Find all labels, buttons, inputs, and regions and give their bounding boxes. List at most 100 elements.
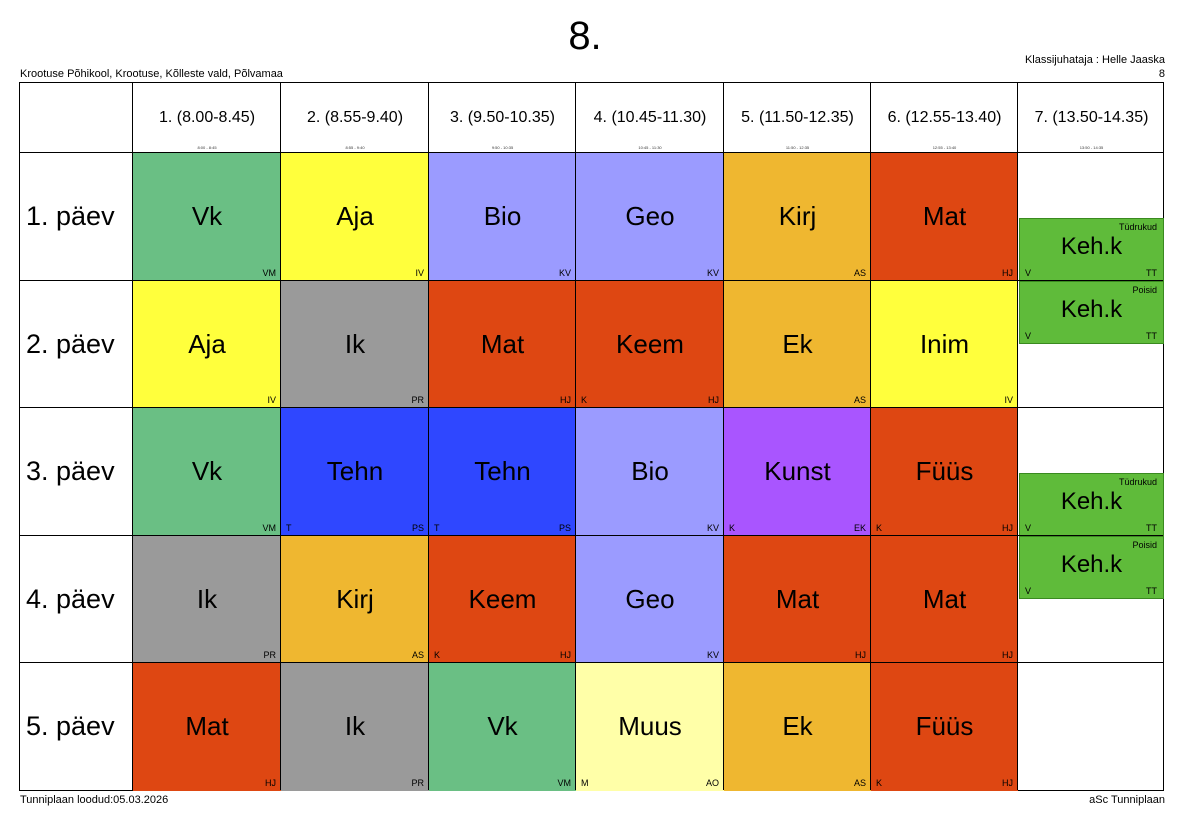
lesson-teacher: HJ: [1002, 650, 1013, 660]
lesson-subject: Geo: [625, 583, 675, 614]
lesson-subject: Vk: [191, 201, 223, 231]
lesson-group: Poisid: [1132, 284, 1157, 295]
lesson-cell[interactable]: Ik PR: [281, 280, 429, 408]
lesson-room: M: [581, 777, 589, 788]
lesson-teacher: PS: [558, 522, 571, 533]
lesson-cell[interactable]: Vk VM: [133, 408, 281, 536]
lesson-cell[interactable]: Ik PR: [281, 663, 429, 791]
lesson-subject: Mat: [775, 583, 820, 614]
lesson-room: V: [1025, 267, 1032, 278]
grid-line: [280, 83, 281, 790]
day-label: 2. päev: [26, 328, 115, 359]
lesson-teacher: VM: [262, 267, 277, 278]
grid-line: [723, 83, 724, 790]
lesson-cell[interactable]: Bio KV: [576, 408, 724, 536]
period-time-small: 13:50 - 14:35: [1079, 145, 1104, 150]
period-header: 7. (13.50-14.35) 13:50 - 14:35: [1018, 83, 1165, 153]
lesson-subject: Kirj: [778, 201, 817, 231]
lesson-subject: Keh.k: [1060, 550, 1123, 578]
lesson-room: K: [434, 650, 441, 660]
lesson-cell[interactable]: Ek AS: [724, 663, 871, 791]
lesson-cell[interactable]: Vk VM: [429, 663, 576, 791]
page-title: 8.: [568, 14, 602, 58]
lesson-cell[interactable]: Kirj AS: [281, 535, 429, 663]
lesson-cell[interactable]: Aja IV: [133, 280, 281, 408]
period-header: 4. (10.45-11.30) 10:45 - 11:30: [576, 83, 724, 153]
lesson-subject: Keem: [468, 583, 537, 614]
period-time-small: 11:50 - 12:35: [785, 145, 810, 150]
lesson-cell[interactable]: Mat HJ: [429, 280, 576, 408]
lesson-group: Tüdrukud: [1118, 221, 1157, 232]
lesson-cell[interactable]: Mat HJ: [724, 535, 871, 663]
lesson-cell[interactable]: Ik PR: [133, 535, 281, 663]
lesson-subject: Aja: [336, 201, 374, 231]
lesson-teacher: HJ: [560, 395, 571, 405]
period-label: 2. (8.55-9.40): [306, 109, 404, 126]
lesson-subject: Mat: [185, 711, 229, 741]
period-header: 1. (8.00-8.45) 8:00 - 8:45: [133, 83, 281, 153]
lesson-cell[interactable]: Muus AO M: [576, 663, 724, 791]
lesson-subject: Aja: [188, 328, 226, 359]
grid-line: [20, 534, 1163, 536]
period-time-small: 9:50 - 10:35: [491, 145, 514, 150]
class-number: 8: [1158, 68, 1165, 80]
lesson-cell[interactable]: Mat HJ: [871, 535, 1018, 663]
day-label-cell: 1. päev: [20, 153, 133, 281]
lesson-subject: Kirj: [336, 583, 374, 614]
lesson-cell[interactable]: Mat HJ: [133, 663, 281, 791]
lesson-teacher: HJ: [265, 777, 276, 788]
day-label-cell: 5. päev: [20, 663, 133, 791]
lesson-cell[interactable]: Ek AS: [724, 280, 871, 408]
lesson-subject: Ik: [344, 328, 366, 359]
lesson-cell[interactable]: Tehn PS T: [281, 408, 429, 536]
lesson-cell[interactable]: Vk VM: [133, 153, 281, 281]
pe-group-lesson[interactable]: Poisid Keh.k TT V: [1019, 535, 1164, 599]
lesson-room: K: [876, 522, 883, 533]
lesson-room: K: [729, 522, 736, 533]
lesson-teacher: AS: [411, 650, 424, 660]
lesson-room: V: [1025, 585, 1032, 596]
lesson-group: Tüdrukud: [1118, 476, 1157, 487]
period-label: 6. (12.55-13.40): [887, 109, 1002, 126]
lesson-cell[interactable]: Kunst EK K: [724, 408, 871, 536]
lesson-teacher: TT: [1146, 585, 1157, 596]
lesson-cell[interactable]: Aja IV: [281, 153, 429, 281]
lesson-teacher: HJ: [560, 650, 571, 660]
pe-group-lesson[interactable]: Tüdrukud Keh.k TT V: [1019, 217, 1164, 281]
lesson-subject: Vk: [191, 456, 223, 486]
lesson-subject: Füüs: [915, 456, 974, 486]
lesson-subject: Keh.k: [1060, 232, 1123, 260]
lesson-cell[interactable]: Füüs HJ K: [871, 663, 1018, 791]
lesson-subject: Keh.k: [1060, 487, 1123, 515]
lesson-cell[interactable]: Füüs HJ K: [871, 408, 1018, 536]
lesson-teacher: TT: [1146, 522, 1157, 533]
pe-group-lesson[interactable]: Poisid Keh.k TT V: [1019, 280, 1164, 344]
lesson-cell[interactable]: Keem HJ K: [429, 535, 576, 663]
day-label: 3. päev: [26, 456, 115, 486]
lesson-cell[interactable]: Geo KV: [576, 153, 724, 281]
lesson-cell[interactable]: Geo KV: [576, 535, 724, 663]
period-label: 3. (9.50-10.35): [450, 109, 555, 126]
lesson-cell[interactable]: Kirj AS: [724, 153, 871, 281]
day-label: 4. päev: [26, 583, 115, 614]
lesson-subject: Ek: [782, 711, 813, 741]
lesson-teacher: HJ: [1002, 777, 1013, 788]
period-label: 7. (13.50-14.35): [1034, 109, 1149, 126]
lesson-cell[interactable]: Tehn PS T: [429, 408, 576, 536]
lesson-cell[interactable]: Bio KV: [429, 153, 576, 281]
lesson-subject: Inim: [919, 328, 970, 359]
grid-line: [1017, 83, 1018, 790]
lesson-cell[interactable]: Mat HJ: [871, 153, 1018, 281]
lesson-teacher: HJ: [1002, 522, 1013, 533]
lesson-teacher: PS: [411, 522, 424, 533]
pe-group-lesson[interactable]: Tüdrukud Keh.k TT V: [1019, 472, 1164, 536]
lesson-teacher: IV: [267, 395, 276, 405]
lesson-subject: Tehn: [474, 456, 531, 486]
lesson-teacher: TT: [1146, 330, 1157, 341]
lesson-cell[interactable]: Keem HJ K: [576, 280, 724, 408]
period-label: 1. (8.00-8.45): [158, 109, 256, 126]
lesson-subject: Bio: [483, 201, 522, 231]
lesson-teacher: AS: [853, 777, 866, 788]
lesson-teacher: EK: [853, 522, 866, 533]
lesson-cell[interactable]: Inim IV: [871, 280, 1018, 408]
